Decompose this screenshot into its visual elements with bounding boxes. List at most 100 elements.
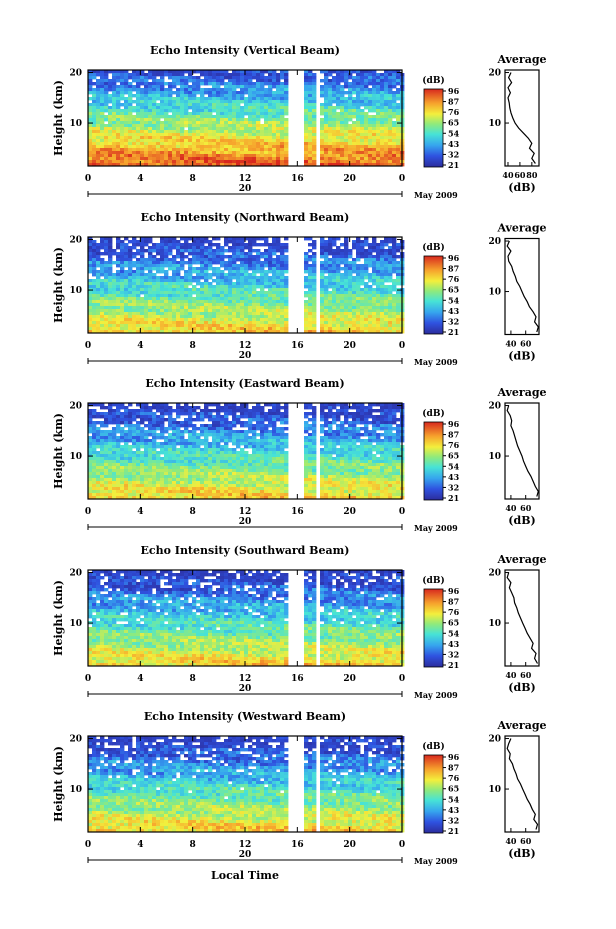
heatmap-cell: [276, 151, 281, 155]
heatmap-cell: [280, 142, 285, 146]
heatmap-cell: [220, 324, 225, 328]
heatmap-cell: [348, 294, 353, 298]
heatmap-cell: [324, 294, 329, 298]
heatmap-cell: [96, 157, 101, 161]
heatmap-cell: [180, 291, 185, 295]
heatmap-cell: [244, 327, 249, 331]
heatmap-cell: [372, 261, 377, 265]
heatmap-cell: [88, 154, 93, 158]
heatmap-cell: [276, 97, 281, 101]
heatmap-cell: [128, 246, 133, 250]
heatmap-cell: [392, 121, 397, 125]
heatmap-cell: [112, 315, 117, 319]
heatmap-cell: [352, 154, 357, 158]
heatmap-cell: [304, 106, 309, 110]
heatmap-cell: [356, 318, 361, 322]
heatmap-cell: [356, 267, 361, 271]
heatmap-cell: [108, 282, 113, 286]
heatmap-cell: [352, 136, 357, 140]
heatmap-cell: [284, 100, 289, 104]
heatmap-cell: [172, 294, 177, 298]
heatmap-cell: [264, 282, 269, 286]
heatmap-cell: [192, 291, 197, 295]
heatmap-cell: [156, 103, 161, 107]
heatmap-cell: [212, 279, 217, 283]
heatmap-cell: [368, 273, 373, 277]
heatmap-cell: [224, 103, 229, 107]
heatmap-cell: [120, 267, 125, 271]
heatmap-cell: [124, 484, 129, 488]
heatmap-cell: [164, 163, 169, 167]
heatmap-cell: [376, 258, 381, 262]
heatmap-cell: [140, 154, 145, 158]
heatmap-cell: [184, 94, 189, 98]
heatmap-cell: [216, 148, 221, 152]
heatmap-cell: [196, 267, 201, 271]
heatmap-cell: [268, 163, 273, 167]
heatmap-cell: [184, 321, 189, 325]
heatmap-cell: [116, 318, 121, 322]
heatmap-cell: [124, 121, 129, 125]
heatmap-cell: [192, 249, 197, 253]
heatmap-cell: [256, 82, 261, 86]
heatmap-cell: [104, 279, 109, 283]
heatmap-cell: [208, 82, 213, 86]
heatmap-cell: [104, 433, 109, 437]
heatmap-cell: [180, 130, 185, 134]
heatmap-cell: [96, 303, 101, 307]
heatmap-cell: [232, 121, 237, 125]
heatmap-cell: [272, 330, 277, 334]
heatmap-cell: [248, 243, 253, 247]
heatmap-cell: [184, 240, 189, 244]
heatmap-cell: [340, 309, 345, 313]
heatmap-cell: [356, 264, 361, 268]
heatmap-cell: [124, 106, 129, 110]
heatmap-cell: [92, 267, 97, 271]
heatmap-cell: [96, 112, 101, 116]
heatmap-cell: [284, 312, 289, 316]
heatmap-cell: [308, 276, 313, 280]
heatmap-cell: [164, 330, 169, 334]
heatmap-cell: [304, 133, 309, 137]
heatmap-cell: [112, 85, 117, 89]
heatmap-cell: [388, 142, 393, 146]
heatmap-cell: [312, 243, 317, 247]
heatmap-cell: [120, 79, 125, 83]
heatmap-cell: [136, 496, 141, 500]
heatmap-cell: [96, 327, 101, 331]
heatmap-cell: [176, 330, 181, 334]
heatmap-cell: [268, 246, 273, 250]
heatmap-cell: [140, 103, 145, 107]
heatmap-cell: [212, 106, 217, 110]
heatmap-cell: [284, 270, 289, 274]
heatmap-cell: [124, 151, 129, 155]
heatmap-cell: [308, 130, 313, 134]
heatmap-cell: [236, 118, 241, 122]
heatmap-cell: [188, 70, 193, 74]
heatmap-cell: [252, 237, 257, 241]
heatmap-cell: [148, 88, 153, 92]
heatmap-cell: [164, 258, 169, 262]
heatmap-cell: [184, 273, 189, 277]
heatmap-cell: [396, 139, 401, 143]
heatmap-cell: [116, 276, 121, 280]
heatmap-cell: [116, 255, 121, 259]
heatmap-cell: [100, 121, 105, 125]
heatmap-cell: [264, 124, 269, 128]
heatmap-cell: [132, 490, 137, 494]
heatmap-cell: [244, 88, 249, 92]
heatmap-cell: [256, 315, 261, 319]
heatmap-cell: [284, 282, 289, 286]
heatmap-cell: [244, 130, 249, 134]
heatmap-cell: [120, 493, 125, 497]
heatmap-cell: [200, 306, 205, 310]
heatmap-cell: [336, 91, 341, 95]
heatmap-cell: [100, 442, 105, 446]
heatmap-cell: [108, 79, 113, 83]
heatmap-cell: [348, 312, 353, 316]
heatmap-cell: [368, 255, 373, 259]
heatmap-cell: [180, 73, 185, 77]
heatmap-cell: [192, 82, 197, 86]
heatmap-cell: [208, 297, 213, 301]
heatmap-cell: [344, 97, 349, 101]
